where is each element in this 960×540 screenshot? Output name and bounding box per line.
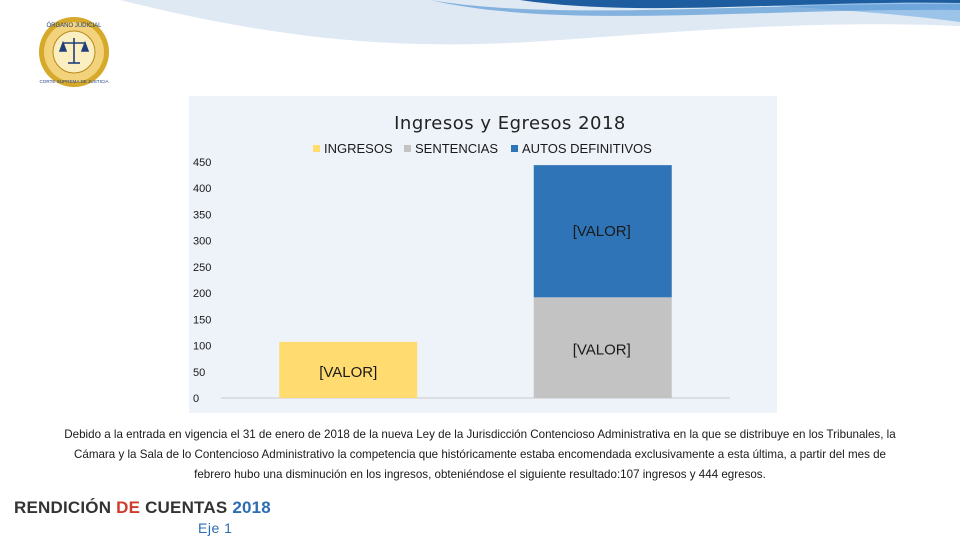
footer-word-rendicion: RENDICIÓN [14, 498, 117, 517]
y-tick-label: 300 [193, 236, 211, 248]
footer-brand: RENDICIÓN DE CUENTAS 2018 [14, 498, 271, 518]
seal-bottom-text: CORTE SUPREMA DE JUSTICIA [39, 79, 109, 84]
y-tick-label: 250 [193, 262, 211, 274]
legend-swatch [313, 145, 320, 152]
data-label: [VALOR] [319, 364, 377, 381]
bar-segment [533, 165, 672, 298]
y-tick-label: 150 [193, 314, 211, 326]
data-label: [VALOR] [573, 223, 631, 240]
y-tick-label: 350 [193, 209, 211, 221]
y-axis: 0 50 100 150 200 250 300 350 400 450 [193, 157, 211, 405]
bar-segment [533, 297, 672, 398]
y-tick-label: 50 [193, 367, 205, 379]
y-tick-label: 100 [193, 341, 211, 353]
seal-top-text: ÓRGANO JUDICIAL [46, 22, 102, 29]
footer-axis-label: Eje 1 [198, 520, 233, 536]
y-tick-label: 200 [193, 288, 211, 300]
court-seal-logo: ÓRGANO JUDICIAL CORTE SUPREMA DE JUSTICI… [39, 17, 109, 87]
data-labels: [VALOR] [VALOR] [VALOR] [319, 223, 631, 381]
y-tick-label: 400 [193, 183, 211, 195]
legend-label: AUTOS DEFINITIVOS [522, 141, 652, 156]
scales-of-justice-icon [58, 38, 90, 64]
footer-word-de: DE [116, 498, 146, 517]
legend-label: INGRESOS [324, 141, 393, 156]
legend-swatch [511, 145, 518, 152]
legend-swatch [404, 145, 411, 152]
y-tick-label: 0 [193, 393, 199, 405]
data-label: [VALOR] [573, 341, 631, 358]
chart-title: Ingresos y Egresos 2018 [394, 113, 626, 134]
legend-label: SENTENCIAS [415, 141, 498, 156]
description-paragraph: Debido a la entrada en vigencia el 31 de… [64, 428, 896, 481]
chart-legend: INGRESOS SENTENCIAS AUTOS DEFINITIVOS [313, 141, 652, 156]
footer-word-year: 2018 [232, 498, 271, 517]
header-wave [120, 0, 960, 45]
bar-segment [279, 341, 418, 398]
y-tick-label: 450 [193, 157, 211, 169]
bars [279, 165, 672, 398]
footer-word-cuentas: CUENTAS [145, 498, 233, 517]
